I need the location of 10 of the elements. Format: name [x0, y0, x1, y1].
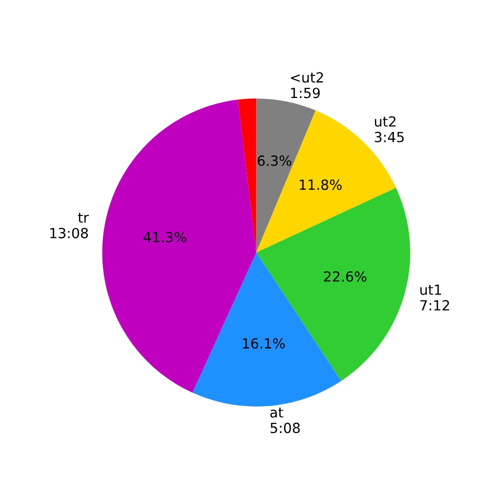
slice-label: at 5:08 [270, 408, 300, 434]
data-label: 16.1% [242, 338, 285, 349]
data-label: 11.8% [300, 179, 342, 190]
slice-label: tr 13:08 [50, 212, 89, 238]
slice-label: ut2 3:45 [374, 116, 404, 142]
data-label: 41.3% [144, 232, 186, 242]
slice-label: ut1 7:12 [420, 284, 450, 310]
data-label: 6.3% [258, 155, 292, 166]
data-label: 22.6% [324, 271, 366, 282]
slice-label: <ut2 1:59 [291, 72, 323, 98]
